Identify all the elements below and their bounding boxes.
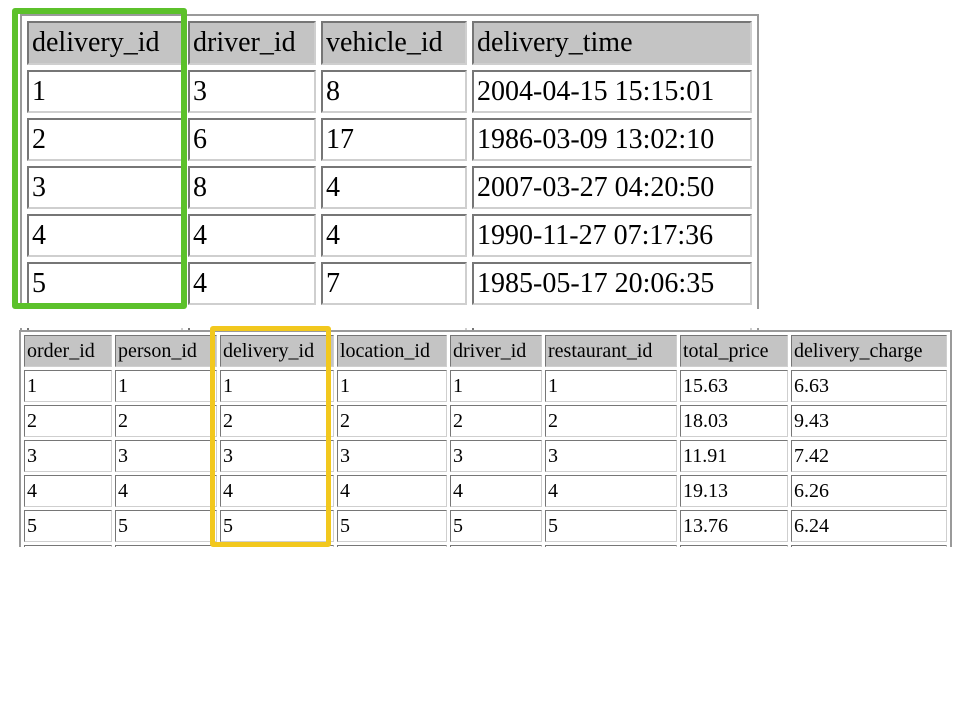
table-cell: 2004-04-15 15:15:01: [472, 70, 752, 113]
orders-table: order_id person_id delivery_id location_…: [19, 330, 952, 580]
column-header-delivery-id: delivery_id: [220, 335, 334, 367]
table-cell: 9.43: [791, 405, 947, 437]
table-row: 2 2 2 2 2 2 18.03 9.43: [24, 405, 947, 437]
table-cell: 4: [321, 214, 467, 257]
table-row: 5 4 7 1985-05-17 20:06:35: [27, 262, 752, 305]
table-cell: 5: [450, 510, 542, 542]
table-row: 3 8 4 2007-03-27 04:20:50: [27, 166, 752, 209]
table-cell: 3: [188, 70, 316, 113]
table-row: 5 5 5 5 5 5 13.76 6.24: [24, 510, 947, 542]
table-cell: 7: [321, 262, 467, 305]
column-header-delivery-time: delivery_time: [472, 21, 752, 65]
table-cell: 4: [188, 262, 316, 305]
table-cell: 18.03: [680, 405, 788, 437]
table-row: 3 3 3 3 3 3 11.91 7.42: [24, 440, 947, 472]
table-cell: 2: [220, 405, 334, 437]
table-cell: 1: [24, 370, 112, 402]
column-header-total-price: total_price: [680, 335, 788, 367]
table-cell: 5: [24, 510, 112, 542]
table-cell: 15.63: [680, 370, 788, 402]
table-cell: 6.26: [791, 475, 947, 507]
table-row: 1 3 8 2004-04-15 15:15:01: [27, 70, 752, 113]
table-cell: 3: [220, 440, 334, 472]
table-cell: 11.91: [680, 440, 788, 472]
table-cell: 3: [337, 440, 447, 472]
table-cell: 5: [115, 510, 217, 542]
table-cell: 4: [27, 214, 183, 257]
table-cell: 5: [220, 510, 334, 542]
column-header-person-id: person_id: [115, 335, 217, 367]
table-cell: 5: [337, 510, 447, 542]
table-header-row: order_id person_id delivery_id location_…: [24, 335, 947, 367]
table-cell: 1: [337, 370, 447, 402]
table-cell: 4: [545, 475, 677, 507]
table-cell: 2: [27, 118, 183, 161]
deliveries-table: delivery_id driver_id vehicle_id deliver…: [20, 14, 759, 358]
crop-mask: [0, 547, 960, 720]
table-cell: 1: [220, 370, 334, 402]
table-cell: 2007-03-27 04:20:50: [472, 166, 752, 209]
table-cell: 4: [337, 475, 447, 507]
column-header-driver-id: driver_id: [450, 335, 542, 367]
table-cell: 1: [450, 370, 542, 402]
column-header-order-id: order_id: [24, 335, 112, 367]
table-cell: 4: [450, 475, 542, 507]
table-header-row: delivery_id driver_id vehicle_id deliver…: [27, 21, 752, 65]
table-row: 1 1 1 1 1 1 15.63 6.63: [24, 370, 947, 402]
column-header-driver-id: driver_id: [188, 21, 316, 65]
table-cell: 6.63: [791, 370, 947, 402]
table-cell: 4: [321, 166, 467, 209]
table-cell: 4: [24, 475, 112, 507]
column-header-location-id: location_id: [337, 335, 447, 367]
crop-mask: [0, 309, 960, 328]
table-cell: 1990-11-27 07:17:36: [472, 214, 752, 257]
table-cell: 2: [115, 405, 217, 437]
table-cell: 13.76: [680, 510, 788, 542]
table-row: 4 4 4 4 4 4 19.13 6.26: [24, 475, 947, 507]
table-cell: 4: [115, 475, 217, 507]
table-cell: 1986-03-09 13:02:10: [472, 118, 752, 161]
table-cell: 3: [450, 440, 542, 472]
table-row: 2 6 17 1986-03-09 13:02:10: [27, 118, 752, 161]
table-cell: 1: [545, 370, 677, 402]
table-cell: 2: [450, 405, 542, 437]
table-cell: 4: [220, 475, 334, 507]
table-cell: 5: [545, 510, 677, 542]
column-header-restaurant-id: restaurant_id: [545, 335, 677, 367]
table-cell: 1: [27, 70, 183, 113]
table-cell: 2: [545, 405, 677, 437]
table-cell: 5: [27, 262, 183, 305]
table-cell: 8: [188, 166, 316, 209]
column-header-delivery-id: delivery_id: [27, 21, 183, 65]
table-cell: 3: [27, 166, 183, 209]
table-cell: 2: [24, 405, 112, 437]
table-cell: 1: [115, 370, 217, 402]
table-cell: 19.13: [680, 475, 788, 507]
table-cell: 2: [337, 405, 447, 437]
table-cell: 3: [545, 440, 677, 472]
column-header-vehicle-id: vehicle_id: [321, 21, 467, 65]
table-cell: 17: [321, 118, 467, 161]
table-cell: 3: [24, 440, 112, 472]
table-cell: 3: [115, 440, 217, 472]
column-header-delivery-charge: delivery_charge: [791, 335, 947, 367]
table-cell: 7.42: [791, 440, 947, 472]
table-cell: 6: [188, 118, 316, 161]
table-cell: 4: [188, 214, 316, 257]
table-row: 4 4 4 1990-11-27 07:17:36: [27, 214, 752, 257]
table-cell: 8: [321, 70, 467, 113]
table-cell: 1985-05-17 20:06:35: [472, 262, 752, 305]
table-cell: 6.24: [791, 510, 947, 542]
